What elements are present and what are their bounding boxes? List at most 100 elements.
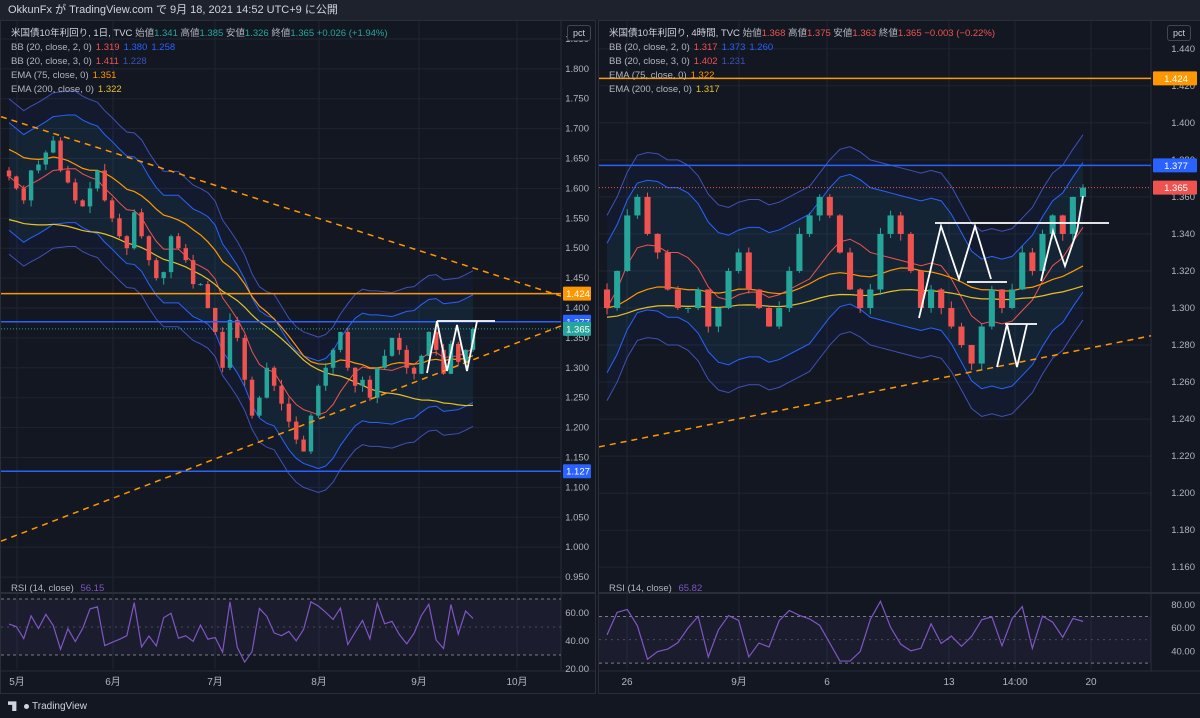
- ohlc-value: 1.341: [154, 28, 178, 39]
- candle-body: [897, 215, 904, 234]
- indicator-value: 1.260: [749, 42, 774, 53]
- y-tick-label: 1.420: [1171, 81, 1195, 92]
- y-tick-label: 1.300: [1171, 303, 1195, 314]
- indicator-label: EMA (75, close, 0): [609, 70, 687, 81]
- legend-title: 米国債10年利回り, 1日, TVC: [11, 28, 133, 39]
- candle-body: [117, 218, 122, 237]
- h4-chart-panel[interactable]: 1.4401.4201.4001.3801.3601.3401.3201.300…: [598, 20, 1200, 694]
- pct-button[interactable]: pct: [567, 25, 591, 41]
- candle-body: [183, 248, 188, 261]
- candle-body: [1059, 215, 1066, 234]
- x-tick-label: 7月: [207, 676, 223, 688]
- indicator-value: 1.317: [693, 42, 718, 53]
- ohlc-value: 1.375: [807, 28, 831, 39]
- ohlc-key: 安値: [223, 28, 245, 39]
- indicator-value: 1.351: [92, 70, 117, 81]
- candle-body: [448, 343, 454, 374]
- candle-body: [168, 236, 174, 273]
- price-label: 1.424: [1164, 74, 1188, 85]
- price-label-bg: [1153, 180, 1197, 195]
- y-tick-label: 1.400: [565, 303, 589, 314]
- bb2-lower-line: [606, 291, 1084, 390]
- bb3-lower-line: [606, 319, 1084, 417]
- candle-body: [766, 308, 773, 327]
- candle-body: [847, 252, 854, 290]
- rsi-tick-label: 20.00: [565, 664, 589, 675]
- indicator-value: 1.231: [721, 56, 746, 67]
- candle-body: [389, 337, 395, 356]
- y-tick-label: 1.050: [565, 512, 589, 523]
- indicator-label: EMA (75, close, 0): [11, 70, 89, 81]
- candle-body: [674, 289, 681, 308]
- candle-body: [1009, 289, 1016, 308]
- y-tick-label: 1.450: [565, 273, 589, 284]
- candle-body: [776, 308, 783, 327]
- candle-body: [14, 176, 19, 189]
- candle-body: [220, 331, 225, 368]
- rsi-legend: RSI (14, close) 65.82: [609, 583, 702, 594]
- ema75-line: [8, 148, 474, 369]
- y-tick-label: 1.650: [565, 154, 589, 165]
- daily-chart-panel[interactable]: 1.8501.8001.7501.7001.6501.6001.5501.500…: [0, 20, 596, 694]
- bb-basis-line: [606, 227, 1084, 325]
- candle-body: [988, 289, 995, 327]
- candle-body: [286, 403, 292, 422]
- bb3-fill: [9, 91, 473, 493]
- bb2-upper-line: [8, 114, 474, 362]
- ohlc-key: 高値: [785, 28, 807, 39]
- candle-body: [877, 233, 884, 290]
- candle-body: [330, 349, 336, 368]
- candle-body: [213, 308, 218, 332]
- legend-bb3: BB (20, close, 3, 0) 1.411 1.228: [11, 55, 388, 69]
- rsi-tick-label: 60.00: [1171, 623, 1195, 634]
- y-tick-label: 1.800: [565, 64, 589, 75]
- candle-body: [816, 196, 823, 216]
- candle-body: [264, 367, 269, 398]
- candle-body: [786, 270, 793, 308]
- candle-body: [308, 415, 314, 452]
- candle-body: [1049, 215, 1056, 234]
- legend-bb2: BB (20, close, 2, 0) 1.319 1.380 1.258: [11, 41, 388, 55]
- h4-chart-svg[interactable]: 1.4401.4201.4001.3801.3601.3401.3201.300…: [599, 21, 1200, 693]
- rsi-tick-label: 40.00: [1171, 647, 1195, 658]
- candle-body: [316, 385, 321, 416]
- candle-body: [441, 349, 446, 374]
- y-tick-label: 1.500: [565, 243, 589, 254]
- legend-ohlc: 始値1.341 高値1.385 安値1.326 終値1.365: [135, 28, 314, 39]
- candle-body: [463, 349, 468, 362]
- rsi-legend: RSI (14, close) 56.15: [11, 583, 104, 594]
- candle-body: [745, 252, 752, 290]
- ohlc-key: 終値: [876, 28, 898, 39]
- y-tick-label: 1.360: [1171, 192, 1195, 203]
- indicator-label: BB (20, close, 3, 0): [609, 56, 690, 67]
- candle-body: [95, 170, 100, 189]
- y-tick-label: 1.200: [565, 423, 589, 434]
- bb3-upper-line: [606, 134, 1084, 232]
- legend-title: 米国債10年利回り, 4時間, TVC: [609, 28, 740, 39]
- candle-body: [28, 170, 34, 201]
- candle-body: [190, 260, 196, 285]
- candle-body: [176, 236, 181, 249]
- rsi-line: [8, 600, 474, 664]
- y-tick-label: 1.350: [565, 333, 589, 344]
- candle-body: [735, 252, 742, 271]
- x-tick-label: 6: [824, 677, 830, 688]
- candle-body: [323, 367, 328, 386]
- indicator-value: 1.317: [695, 84, 720, 95]
- candle-body: [397, 337, 402, 350]
- candle-body: [87, 188, 93, 207]
- price-label: 1.365: [1164, 183, 1188, 194]
- candle-body: [419, 355, 424, 374]
- x-tick-label: 13: [943, 677, 955, 688]
- candle-body: [755, 289, 762, 308]
- tradingview-footer: TradingView: [0, 696, 1200, 718]
- y-tick-label: 1.440: [1171, 44, 1195, 55]
- candle-body: [36, 164, 41, 171]
- x-tick-label: 8月: [311, 676, 327, 688]
- pct-button[interactable]: pct: [1167, 25, 1191, 41]
- candle-body: [257, 397, 262, 416]
- legend-ema200: EMA (200, close, 0) 1.317: [609, 83, 995, 97]
- trendline: [599, 335, 1152, 448]
- candle-body: [867, 289, 874, 308]
- daily-chart-svg[interactable]: 1.8501.8001.7501.7001.6501.6001.5501.500…: [1, 21, 595, 693]
